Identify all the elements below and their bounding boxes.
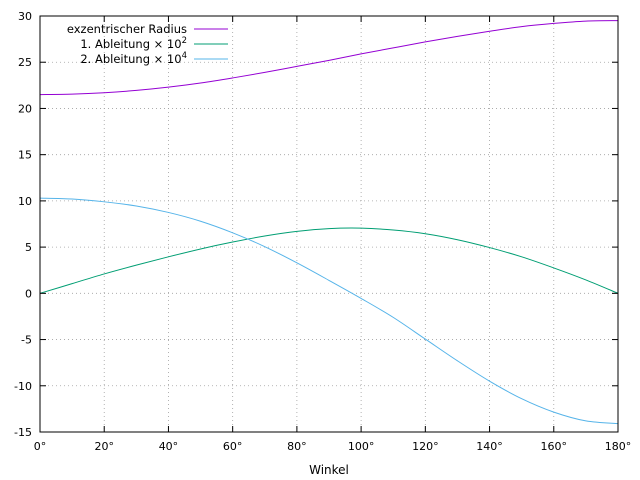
series-line-2-ableitung-10: [39, 197, 619, 425]
grid: [40, 16, 618, 432]
x-tick-label: 140°: [476, 440, 503, 453]
x-tick-label: 0°: [34, 440, 47, 453]
y-tick-label: -10: [14, 380, 32, 393]
x-tick-label: 160°: [541, 440, 568, 453]
series-line-exzentrischer-radius: [39, 20, 619, 96]
legend-label: 2. Ableitung × 104: [80, 51, 187, 66]
x-tick-label: 40°: [159, 440, 179, 453]
plot-frame: [39, 15, 619, 433]
legend-label: 1. Ableitung × 102: [80, 36, 187, 51]
y-tick-label: 20: [18, 102, 32, 115]
legend-label-superscript: 4: [182, 51, 187, 61]
x-tick-label: 120°: [412, 440, 439, 453]
x-tick-label: 20°: [94, 440, 114, 453]
y-tick-label: -15: [14, 426, 32, 439]
y-tick-label: 15: [18, 149, 32, 162]
y-tick-label: 5: [25, 241, 32, 254]
x-tick-label: 60°: [223, 440, 243, 453]
series-line-1-ableitung-10: [39, 227, 619, 294]
legend-label-superscript: 2: [182, 36, 187, 46]
series-lines: [39, 20, 619, 425]
y-tick-label: -5: [21, 334, 32, 347]
y-tick-label: 25: [18, 56, 32, 69]
legend-label: exzentrischer Radius: [67, 22, 187, 36]
x-tick-label: 80°: [287, 440, 307, 453]
x-axis-label: Winkel: [309, 463, 349, 477]
y-tick-label: 0: [25, 287, 32, 300]
y-tick-label: 10: [18, 195, 32, 208]
y-tick-label: 30: [18, 10, 32, 23]
x-tick-label: 100°: [348, 440, 375, 453]
x-tick-label: 180°: [605, 440, 632, 453]
axis-ticks: 0° 20° 40° 60° 80° 100° 120° 140° 160° 180° -15 -10…: [14, 10, 631, 453]
